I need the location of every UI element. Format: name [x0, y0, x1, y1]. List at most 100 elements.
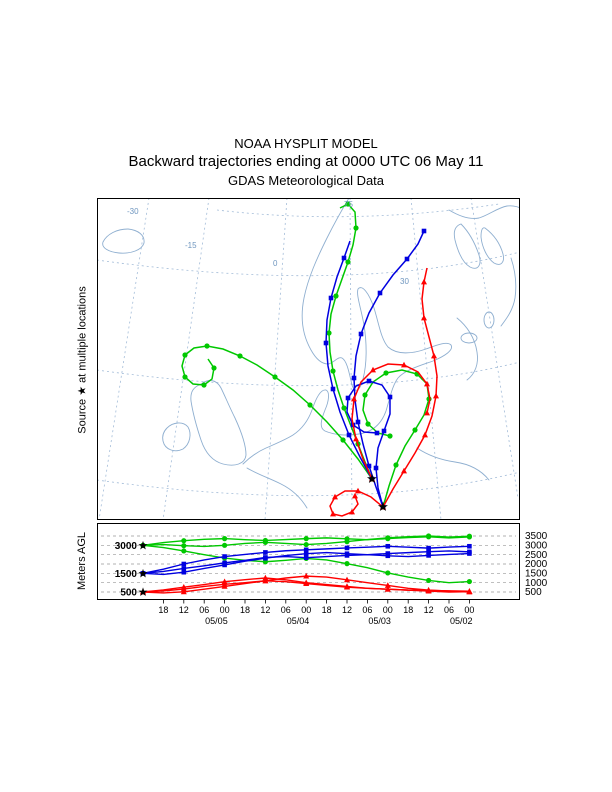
trajectory-marker — [358, 331, 364, 337]
height-marker — [426, 553, 431, 558]
trajectory-marker — [353, 435, 359, 442]
right-axis-label: 500 — [525, 587, 542, 598]
model-title: NOAA HYSPLIT MODEL — [234, 136, 378, 151]
graticule-lines — [98, 199, 519, 519]
trajectory-marker — [387, 394, 393, 400]
height-marker — [344, 545, 350, 551]
trajectory-marker — [374, 430, 380, 436]
trajectory-line-red-500m-mid-curl — [351, 363, 431, 480]
time-tick-label: 00 — [464, 605, 474, 615]
graticule-label: -15 — [185, 241, 197, 250]
height-marker — [384, 586, 391, 592]
trajectory-marker — [370, 366, 376, 373]
height-marker — [222, 536, 228, 542]
height-marker — [384, 582, 391, 588]
time-tick-label: 18 — [322, 605, 332, 615]
height-marker — [181, 569, 187, 575]
trajectory-marker — [401, 361, 407, 368]
trajectory-marker — [369, 475, 375, 482]
height-marker — [426, 533, 432, 539]
trajectory-marker — [182, 352, 188, 358]
height-marker — [262, 539, 268, 545]
right-axis-label: 3000 — [525, 541, 548, 552]
height-marker — [344, 576, 350, 583]
time-tick-label: 18 — [240, 605, 250, 615]
trajectory-marker — [330, 510, 336, 517]
trajectory-marker — [373, 465, 379, 471]
height-marker — [140, 571, 146, 576]
time-tick-label: 06 — [362, 605, 372, 615]
trajectory-marker — [380, 503, 386, 510]
height-marker — [262, 574, 269, 581]
trajectory-line-blue-1500m-northeast — [353, 230, 425, 508]
coastline-paths — [102, 199, 519, 509]
date-label: 05/02 — [450, 616, 473, 626]
right-axis-label: 2500 — [525, 550, 548, 561]
trajectory-line-green-3000m-north — [328, 203, 373, 480]
height-marker — [344, 561, 350, 567]
trajectory-lines-layer: ★★ — [181, 201, 439, 517]
trajectory-marker — [182, 374, 188, 380]
trajectory-marker — [333, 293, 339, 299]
date-label: 05/03 — [368, 616, 391, 626]
trajectory-marker — [365, 421, 371, 427]
trajectory-marker — [201, 382, 207, 388]
height-marker — [466, 578, 472, 585]
height-marker — [466, 533, 472, 539]
height-marker — [181, 566, 187, 571]
start-height-label: 1500 — [115, 569, 138, 580]
height-marker — [222, 542, 228, 548]
height-marker — [303, 551, 309, 557]
height-marker — [303, 547, 309, 553]
trajectory-marker — [422, 431, 428, 438]
trajectory-marker — [421, 228, 427, 234]
graticule-label: 0 — [273, 259, 278, 268]
right-axis-label: 1000 — [525, 578, 548, 589]
start-height-label: 3000 — [115, 541, 138, 552]
time-tick-label: 06 — [281, 605, 291, 615]
met-data-subtitle: GDAS Meteorological Data — [227, 173, 385, 188]
trajectory-line-red-500m-low-wiggle — [329, 490, 384, 517]
source-star-icon: ★ — [377, 499, 389, 514]
source-side-label: Source ★ at multiple locations — [76, 286, 89, 434]
height-marker — [426, 545, 431, 551]
trajectory-marker — [341, 405, 347, 411]
trajectory-line-red-500m-northeast — [382, 267, 438, 508]
height-marker — [140, 542, 146, 548]
trajectory-marker — [237, 353, 243, 359]
trajectory-marker — [352, 492, 358, 499]
date-label: 05/04 — [287, 616, 310, 626]
trajectory-marker — [211, 365, 217, 371]
trajectory-marker — [330, 386, 336, 392]
height-marker — [222, 560, 227, 566]
time-tick-label: 12 — [342, 605, 352, 615]
time-tick-label: 00 — [301, 605, 311, 615]
trajectory-marker — [351, 375, 357, 381]
height-marker — [344, 539, 350, 545]
trajectory-marker — [412, 427, 418, 433]
height-marker — [467, 551, 472, 556]
height-marker — [180, 585, 187, 592]
trajectory-marker — [346, 432, 352, 438]
trajectory-marker — [401, 467, 407, 474]
trajectory-marker — [355, 487, 361, 494]
height-marker — [263, 555, 268, 560]
height-marker — [303, 572, 310, 579]
trajectory-marker — [421, 278, 427, 285]
trajectory-marker — [323, 340, 329, 346]
time-tick-label: 12 — [424, 605, 434, 615]
trajectory-marker — [326, 330, 332, 336]
trajectory-marker — [362, 392, 368, 398]
trajectory-marker — [424, 380, 430, 387]
profile-lines-layer: ★3000★1500★500 — [115, 533, 473, 599]
trajectory-marker — [204, 343, 210, 349]
height-marker — [303, 555, 309, 560]
height-marker — [385, 553, 391, 559]
trajectory-line-blue-1500m-north-coast — [325, 240, 373, 480]
right-axis-label: 1500 — [525, 569, 548, 580]
trajectory-marker — [404, 256, 410, 262]
